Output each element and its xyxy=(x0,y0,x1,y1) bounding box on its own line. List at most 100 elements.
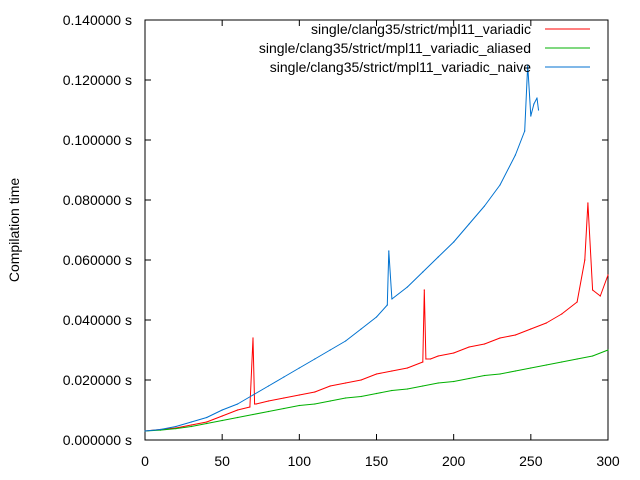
series-2-point xyxy=(527,64,529,66)
series-lines xyxy=(144,64,609,432)
series-2-point xyxy=(388,250,390,252)
y-axis-label: Compilation time xyxy=(6,178,22,282)
series-2-point xyxy=(267,385,270,387)
x-tick-label: 150 xyxy=(365,453,389,469)
series-2-point xyxy=(190,421,192,423)
series-0-point xyxy=(607,274,609,276)
series-0-point xyxy=(545,322,547,324)
series-0-point xyxy=(249,406,251,408)
y-tick-label: 0.140000 s xyxy=(63,12,132,28)
series-1-point xyxy=(298,404,300,407)
series-2-point xyxy=(144,430,146,432)
series-0-point xyxy=(254,403,256,405)
series-1-point xyxy=(530,367,532,369)
series-1-point xyxy=(514,370,517,372)
series-1-point xyxy=(267,410,270,413)
series-1-point xyxy=(592,355,594,357)
series-1-point xyxy=(314,403,316,405)
series-1-point xyxy=(576,358,578,360)
series-0-point xyxy=(190,424,192,426)
series-0-point xyxy=(298,394,300,396)
series-1-point xyxy=(453,380,455,383)
series-0-point xyxy=(561,313,563,315)
series-1-point xyxy=(360,395,362,398)
series-2-point xyxy=(159,428,161,431)
y-axis-ticks: 0.000000 s 0.020000 s 0.040000 s 0.060000 s… xyxy=(63,12,608,448)
series-2-point xyxy=(298,367,300,369)
series-1-point xyxy=(468,377,470,380)
series-2-point xyxy=(345,340,347,342)
series-1-point xyxy=(545,364,547,366)
series-0-point xyxy=(255,403,257,405)
series-0-point xyxy=(314,391,316,393)
series-1-point xyxy=(375,392,378,395)
series-0-point xyxy=(530,328,532,330)
y-tick-label: 0.040000 s xyxy=(63,312,132,328)
y-tick-label: 0.120000 s xyxy=(63,72,132,88)
series-2-point xyxy=(406,286,408,288)
x-tick-label: 200 xyxy=(442,453,466,469)
x-tick-label: 250 xyxy=(519,453,543,469)
series-0-point xyxy=(345,382,347,384)
series-2-point xyxy=(499,184,501,186)
series-2-point xyxy=(283,376,285,378)
series-2-point xyxy=(206,416,208,419)
series-2-point xyxy=(391,298,393,300)
y-tick-label: 0.020000 s xyxy=(63,372,132,388)
series-2-point xyxy=(533,103,535,105)
series-0-point xyxy=(423,289,425,291)
series-0-point xyxy=(237,409,239,411)
series-1-point xyxy=(252,413,254,416)
x-tick-label: 100 xyxy=(288,453,312,469)
series-2-point xyxy=(530,115,532,117)
series-0-point xyxy=(584,259,586,261)
series-2-point xyxy=(536,97,538,99)
series-1-point xyxy=(283,407,285,410)
series-0-point xyxy=(499,337,501,339)
series-2-point xyxy=(422,271,424,273)
series-1-point xyxy=(329,400,331,402)
plot-border xyxy=(144,19,609,441)
series-0-point xyxy=(592,289,594,291)
y-tick-label: 0.000000 s xyxy=(63,432,132,448)
series-2-point xyxy=(237,403,239,405)
x-axis-ticks: 0 50 100 150 200 250 300 xyxy=(141,20,620,469)
x-tick-label: 0 xyxy=(141,453,149,469)
series-1-point xyxy=(499,373,501,375)
series-0-point xyxy=(283,397,285,399)
legend: single/clang35/strict/mpl11_variadicsing… xyxy=(259,21,590,75)
series-0-point xyxy=(468,346,470,348)
series-2-point xyxy=(360,328,362,330)
series-2-point xyxy=(437,256,439,258)
series-1-point xyxy=(561,361,563,363)
series-0-point xyxy=(206,421,208,423)
series-0-point xyxy=(483,343,486,345)
legend-label-2: single/clang35/strict/mpl11_variadic_nai… xyxy=(270,59,531,75)
legend-label-1: single/clang35/strict/mpl11_variadic_ali… xyxy=(259,40,531,56)
series-1-point xyxy=(190,425,192,428)
series-2-point xyxy=(221,409,223,411)
series-1-point xyxy=(607,349,609,351)
series-2-point xyxy=(453,241,455,243)
series-1-point xyxy=(391,389,393,392)
series-0-point xyxy=(221,415,223,417)
series-0-point xyxy=(329,385,331,387)
series-1-point xyxy=(483,374,486,377)
series-0-point xyxy=(360,379,362,381)
series-1-point xyxy=(175,428,177,430)
series-0-point xyxy=(267,400,270,402)
series-0-point xyxy=(453,352,455,354)
series-0-point xyxy=(429,358,432,360)
series-0-point xyxy=(576,301,578,303)
series-1-point xyxy=(345,397,347,399)
series-1-point xyxy=(237,416,239,419)
series-0-point xyxy=(391,370,393,372)
series-2-point xyxy=(314,358,316,360)
series-0-point xyxy=(587,202,589,204)
series-0-point xyxy=(406,367,408,369)
series-2-point xyxy=(175,425,177,428)
series-2-point xyxy=(514,154,517,156)
y-tick-label: 0.060000 s xyxy=(63,252,132,268)
series-2-point xyxy=(537,109,540,111)
